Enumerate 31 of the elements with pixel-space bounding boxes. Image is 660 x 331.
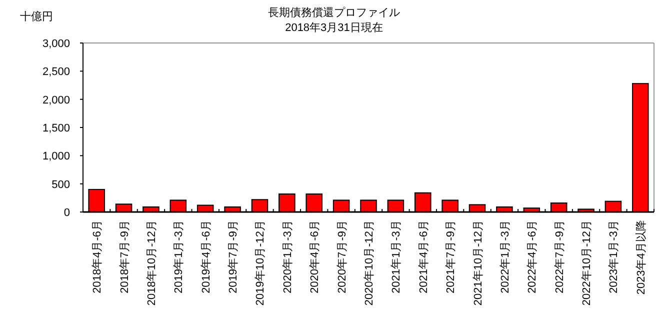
y-tick-label: 1,000 (42, 150, 70, 163)
y-tick-label: 2,000 (42, 94, 70, 106)
x-tick-label: 2019年7月-9月 (228, 220, 240, 294)
x-tick-label: 2021年10月-12月 (472, 220, 484, 306)
y-tick-label: 500 (52, 178, 70, 191)
x-tick-label: 2019年10月-12月 (254, 220, 267, 306)
x-tick-label: 2021年4月-6月 (418, 220, 430, 294)
x-tick-label: 2021年7月-9月 (445, 220, 458, 294)
y-tick-label: 0 (64, 207, 70, 219)
y-tick-label: 3,000 (42, 38, 70, 50)
x-tick-label: 2022年4月-6月 (526, 220, 539, 294)
x-tick-label: 2020年10月-12月 (364, 220, 376, 306)
x-tick-label: 2023年4月以降 (634, 220, 648, 295)
y-tick-label: 1,500 (42, 122, 70, 134)
x-tick-label: 2020年4月-6月 (309, 220, 322, 294)
x-tick-label: 2022年7月-9月 (554, 220, 566, 294)
x-tick-label: 2018年7月-9月 (118, 220, 131, 294)
chart-subtitle: 2018年3月31日現在 (285, 22, 383, 34)
x-tick-label: 2018年4月-6月 (92, 220, 104, 294)
x-tick-label: 2020年7月-9月 (336, 220, 348, 294)
x-tick-label: 2023年1月-3月 (608, 220, 620, 294)
x-tick-label: 2022年1月-3月 (499, 220, 512, 294)
x-tick-label: 2020年1月-3月 (282, 220, 294, 294)
y-tick-label: 2,500 (42, 66, 70, 78)
x-tick-label: 2018年10月-12月 (146, 220, 158, 306)
y-axis-title: 十億円 (20, 10, 53, 23)
x-tick-label: 2022年10月-12月 (581, 220, 594, 306)
x-tick-label: 2019年1月-3月 (173, 220, 186, 294)
chart-title: 長期債務償還プロファイル (268, 6, 400, 19)
x-tick-label: 2021年1月-3月 (390, 220, 403, 294)
x-tick-label: 2019年4月-6月 (200, 220, 212, 294)
